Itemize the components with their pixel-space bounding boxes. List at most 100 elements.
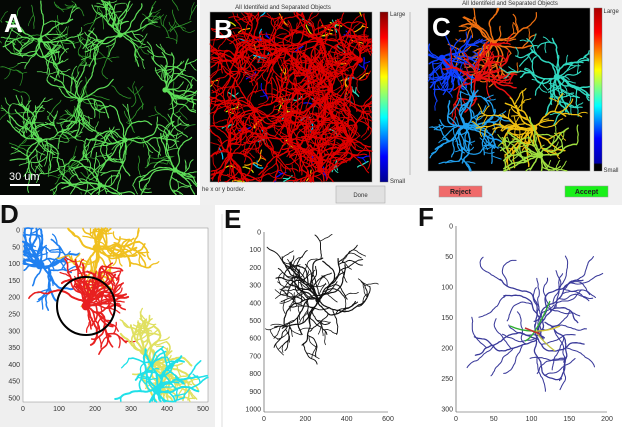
cell-process <box>212 33 218 48</box>
cell-process <box>476 114 486 121</box>
cell-process <box>112 253 118 267</box>
cell-process <box>314 234 322 260</box>
cell-process <box>164 88 197 94</box>
cell-process <box>495 71 504 79</box>
cell-process <box>564 86 568 97</box>
cell-overlap-plot <box>22 227 209 403</box>
cell-process <box>73 131 83 138</box>
cell-process <box>322 112 338 135</box>
cell-process <box>333 115 345 139</box>
cell-process <box>232 129 244 154</box>
cell-process <box>213 85 239 94</box>
cell-process <box>34 148 43 168</box>
cell-process <box>45 138 49 159</box>
cell-process <box>210 60 220 79</box>
cell-process <box>322 50 334 74</box>
y-tick-label: 50 <box>12 244 20 251</box>
cell-process <box>171 0 179 11</box>
cell-process <box>210 45 230 62</box>
cell-process <box>439 81 446 91</box>
cell-process <box>137 376 151 381</box>
cell-process <box>284 264 319 301</box>
cell-process <box>312 69 322 83</box>
cell-process <box>254 105 276 121</box>
skeleton-segment <box>534 300 551 332</box>
cell-process <box>317 142 351 171</box>
y-tick-label: 100 <box>249 247 261 254</box>
cell-process <box>127 103 145 122</box>
panel-e: 0 200 400 600 0 100 200 300 400 500 600 700 800 900 10… <box>221 204 415 427</box>
cell-process <box>299 311 309 324</box>
cell-process <box>59 271 72 279</box>
cell-process <box>233 17 248 42</box>
cell-process <box>49 138 60 141</box>
cell-process <box>51 233 58 246</box>
done-button[interactable]: Done <box>335 185 386 204</box>
cell-process <box>539 143 578 156</box>
cell-process <box>492 126 513 130</box>
cell-process <box>288 305 316 308</box>
cell-process <box>36 173 41 183</box>
cell-process <box>148 328 160 337</box>
cell-process <box>503 344 523 374</box>
cell-process <box>89 6 99 30</box>
cell-process <box>488 7 500 44</box>
cell-process <box>428 76 446 79</box>
cell-process <box>272 38 321 47</box>
cell-process <box>320 143 330 156</box>
cell-process <box>312 90 320 117</box>
cell-process <box>82 31 93 50</box>
cell-process <box>250 121 264 130</box>
panel-label-e: E <box>224 204 241 234</box>
cell-process <box>166 122 182 137</box>
cell-process <box>363 38 373 42</box>
cell-process <box>536 357 567 375</box>
cell-process <box>122 103 129 113</box>
cell-process <box>209 128 231 156</box>
cell-process <box>96 245 138 258</box>
cell-process <box>259 33 274 37</box>
cell-process <box>306 258 318 267</box>
cell-process <box>255 162 263 167</box>
cell-process <box>292 104 303 116</box>
cell-process <box>175 178 179 190</box>
cell-process <box>210 151 231 157</box>
cell-process <box>332 309 339 335</box>
cell-process <box>501 259 517 287</box>
cell-process <box>79 78 114 101</box>
cell-process <box>157 124 175 137</box>
cell-process <box>272 33 287 39</box>
reject-button[interactable]: Reject <box>438 185 483 198</box>
cell-process <box>267 169 282 175</box>
cell-process <box>561 289 597 299</box>
cell-process <box>364 100 372 107</box>
cell-process <box>317 96 328 109</box>
y-tick-label: 500 <box>8 396 20 403</box>
cell-process <box>313 175 323 183</box>
cell-process <box>80 55 91 61</box>
cell-process <box>356 109 370 115</box>
cell-process <box>115 2 126 5</box>
y-tick-label: 150 <box>8 278 20 285</box>
cell-process <box>31 265 43 287</box>
cell-soma <box>97 182 103 188</box>
accept-button[interactable]: Accept <box>564 185 609 198</box>
cell-process <box>537 41 556 49</box>
cell-process <box>56 254 70 259</box>
cell-process <box>565 347 596 368</box>
cell-process <box>4 35 12 54</box>
cell-process <box>30 227 41 266</box>
cell-process <box>79 55 92 59</box>
cell-process <box>490 347 514 377</box>
cell-process <box>6 24 24 38</box>
cell-process <box>99 130 113 147</box>
cell-process <box>46 99 62 120</box>
cell-process <box>266 99 293 105</box>
cell-process <box>180 171 197 176</box>
cell-process <box>154 106 171 125</box>
single-cell-plot <box>265 234 379 365</box>
cell-process <box>260 83 263 90</box>
cell-process <box>60 68 71 73</box>
panel-d: 0 100 200 300 400 500050100150200250300350400… <box>0 199 215 427</box>
cell-process <box>28 156 48 164</box>
